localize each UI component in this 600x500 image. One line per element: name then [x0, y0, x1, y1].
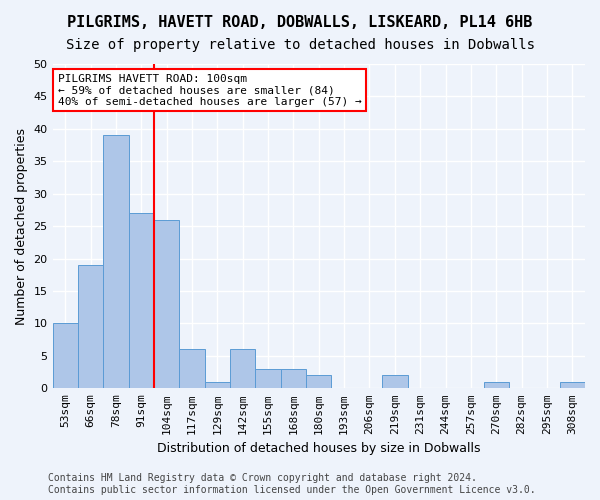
Bar [154, 220, 179, 388]
Bar [103, 136, 128, 388]
Bar [205, 382, 230, 388]
Text: Size of property relative to detached houses in Dobwalls: Size of property relative to detached ho… [65, 38, 535, 52]
Bar [382, 376, 407, 388]
Bar [78, 265, 103, 388]
Bar [230, 350, 256, 389]
Bar [179, 350, 205, 389]
Bar [281, 369, 306, 388]
X-axis label: Distribution of detached houses by size in Dobwalls: Distribution of detached houses by size … [157, 442, 481, 455]
Text: Contains HM Land Registry data © Crown copyright and database right 2024.
Contai: Contains HM Land Registry data © Crown c… [48, 474, 536, 495]
Bar [306, 376, 331, 388]
Bar [128, 213, 154, 388]
Bar [560, 382, 585, 388]
Bar [484, 382, 509, 388]
Y-axis label: Number of detached properties: Number of detached properties [15, 128, 28, 324]
Bar [53, 324, 78, 388]
Text: PILGRIMS, HAVETT ROAD, DOBWALLS, LISKEARD, PL14 6HB: PILGRIMS, HAVETT ROAD, DOBWALLS, LISKEAR… [67, 15, 533, 30]
Text: PILGRIMS HAVETT ROAD: 100sqm
← 59% of detached houses are smaller (84)
40% of se: PILGRIMS HAVETT ROAD: 100sqm ← 59% of de… [58, 74, 362, 107]
Bar [256, 369, 281, 388]
